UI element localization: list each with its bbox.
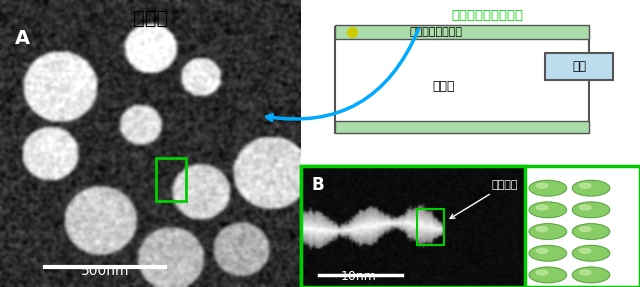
Text: 電解質: 電解質 (432, 80, 454, 93)
Circle shape (536, 270, 548, 275)
FancyBboxPatch shape (335, 25, 589, 39)
Circle shape (572, 245, 610, 261)
Bar (301, 166, 640, 287)
Circle shape (529, 202, 566, 218)
Circle shape (572, 224, 610, 239)
Circle shape (580, 270, 591, 275)
Text: ナノ粒子: ナノ粒子 (450, 180, 518, 218)
Text: 電気化学リアクター: 電気化学リアクター (451, 9, 524, 22)
Circle shape (536, 227, 548, 232)
Bar (417, 209, 444, 245)
FancyBboxPatch shape (335, 27, 589, 133)
Text: ナノ構造化電極層: ナノ構造化電極層 (410, 27, 463, 37)
FancyBboxPatch shape (335, 121, 589, 133)
FancyBboxPatch shape (545, 53, 613, 80)
Text: 10nm: 10nm (341, 270, 377, 283)
Text: A: A (15, 29, 30, 48)
Circle shape (572, 180, 610, 196)
Text: 500nm: 500nm (81, 264, 129, 278)
Bar (301, 166, 525, 287)
Circle shape (580, 227, 591, 232)
Text: 電源: 電源 (572, 60, 586, 73)
Circle shape (529, 180, 566, 196)
Circle shape (536, 183, 548, 188)
Circle shape (529, 267, 566, 283)
Circle shape (529, 245, 566, 261)
Circle shape (580, 205, 591, 210)
Circle shape (580, 183, 591, 188)
Circle shape (580, 249, 591, 253)
Circle shape (536, 205, 548, 210)
Circle shape (572, 267, 610, 283)
Circle shape (536, 249, 548, 253)
Bar (156, 158, 186, 201)
Text: 断面像: 断面像 (132, 9, 168, 28)
Text: B: B (312, 176, 324, 194)
Circle shape (529, 224, 566, 239)
Circle shape (572, 202, 610, 218)
